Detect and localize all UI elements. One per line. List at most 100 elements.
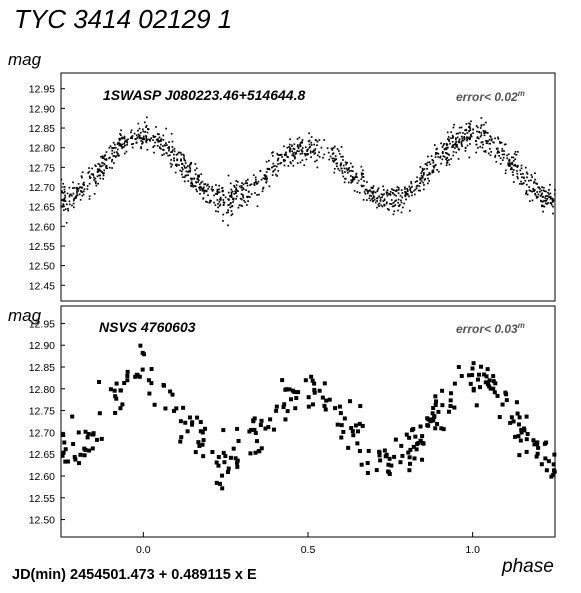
swasp-data-point	[351, 176, 354, 178]
swasp-data-point	[160, 147, 162, 150]
swasp-data-point	[247, 200, 249, 203]
swasp-data-point	[123, 142, 125, 145]
swasp-data-point	[61, 190, 63, 193]
swasp-data-point	[98, 174, 100, 177]
swasp-data-point	[371, 192, 374, 195]
swasp-data-point	[337, 150, 340, 152]
swasp-data-point	[63, 199, 66, 202]
swasp-data-point	[256, 194, 258, 196]
swasp-data-point	[465, 122, 468, 125]
swasp-data-point	[231, 190, 234, 193]
swasp-data-point	[479, 135, 482, 138]
swasp-data-point	[483, 132, 485, 134]
swasp-data-point	[437, 170, 440, 173]
swasp-data-point	[146, 148, 149, 151]
nsvs-data-point	[448, 391, 453, 396]
swasp-data-point	[383, 203, 385, 206]
swasp-data-point	[374, 201, 377, 204]
swasp-data-point	[482, 143, 484, 146]
swasp-data-point	[447, 153, 449, 155]
swasp-data-point	[451, 144, 454, 147]
y-tick-label: 12.75	[29, 162, 55, 174]
nsvs-data-point	[342, 416, 347, 421]
swasp-data-point	[501, 150, 504, 152]
nsvs-data-point	[456, 365, 461, 370]
swasp-data-point	[528, 179, 530, 182]
swasp-data-point	[280, 161, 283, 164]
swasp-data-point	[511, 161, 514, 164]
swasp-data-point	[539, 187, 541, 190]
swasp-data-point	[194, 163, 197, 165]
swasp-data-point	[182, 153, 185, 156]
nsvs-data-point	[259, 418, 264, 423]
swasp-data-point	[382, 200, 385, 203]
swasp-data-point	[357, 179, 360, 182]
swasp-data-point	[192, 185, 195, 188]
swasp-data-point	[408, 185, 411, 188]
swasp-data-point	[163, 153, 165, 156]
swasp-data-point	[102, 177, 105, 180]
swasp-data-point	[434, 156, 437, 158]
swasp-data-point	[383, 198, 386, 201]
nsvs-data-point	[257, 449, 262, 454]
swasp-data-point	[385, 202, 388, 205]
swasp-data-point	[123, 135, 126, 138]
swasp-data-point	[355, 174, 358, 176]
nsvs-data-point	[255, 439, 260, 444]
swasp-data-point	[116, 152, 119, 155]
nsvs-data-point	[431, 405, 436, 410]
swasp-data-point	[204, 183, 207, 185]
swasp-data-point	[285, 151, 287, 154]
swasp-data-point	[121, 146, 124, 148]
swasp-data-point	[347, 168, 350, 170]
swasp-data-point	[509, 164, 512, 167]
swasp-data-point	[191, 177, 193, 180]
swasp-data-point	[371, 198, 373, 200]
swasp-data-point	[394, 204, 397, 206]
swasp-data-point	[512, 169, 515, 171]
swasp-data-point	[99, 177, 102, 180]
swasp-data-point	[216, 188, 219, 191]
swasp-data-point	[542, 189, 545, 192]
swasp-data-point	[141, 141, 144, 144]
swasp-data-point	[498, 151, 501, 154]
swasp-data-point	[528, 186, 531, 188]
swasp-data-point	[499, 162, 502, 165]
swasp-data-point	[322, 156, 324, 159]
swasp-data-point	[205, 189, 208, 192]
swasp-data-point	[392, 189, 395, 191]
swasp-data-point	[61, 205, 64, 208]
swasp-data-point	[145, 136, 148, 138]
nsvs-data-point	[491, 386, 496, 391]
nsvs-data-point	[348, 399, 353, 404]
swasp-data-point	[240, 193, 243, 196]
swasp-data-point	[100, 155, 102, 158]
nsvs-data-point	[514, 400, 519, 405]
swasp-data-point	[553, 199, 555, 202]
swasp-data-point	[189, 170, 191, 173]
nsvs-data-point	[271, 427, 276, 432]
swasp-data-point	[549, 183, 551, 186]
swasp-data-point	[460, 143, 463, 146]
swasp-data-point	[289, 150, 291, 153]
swasp-data-point	[146, 138, 149, 141]
swasp-data-point	[420, 172, 423, 175]
swasp-data-point	[517, 177, 519, 180]
swasp-data-point	[143, 138, 146, 140]
swasp-data-point	[98, 168, 101, 171]
swasp-data-point	[386, 191, 389, 194]
swasp-data-point	[184, 162, 187, 164]
swasp-data-point	[368, 189, 371, 192]
swasp-data-point	[292, 164, 295, 167]
swasp-data-point	[113, 162, 115, 164]
swasp-data-point	[102, 157, 105, 159]
nsvs-data-point	[274, 408, 279, 413]
swasp-data-point	[480, 134, 483, 136]
swasp-data-point	[445, 142, 448, 145]
swasp-data-point	[503, 153, 506, 156]
nsvs-data-point	[283, 387, 288, 392]
swasp-data-point	[401, 192, 404, 194]
nsvs-data-point	[350, 429, 355, 434]
swasp-data-point	[108, 146, 111, 149]
swasp-data-point	[112, 141, 115, 144]
